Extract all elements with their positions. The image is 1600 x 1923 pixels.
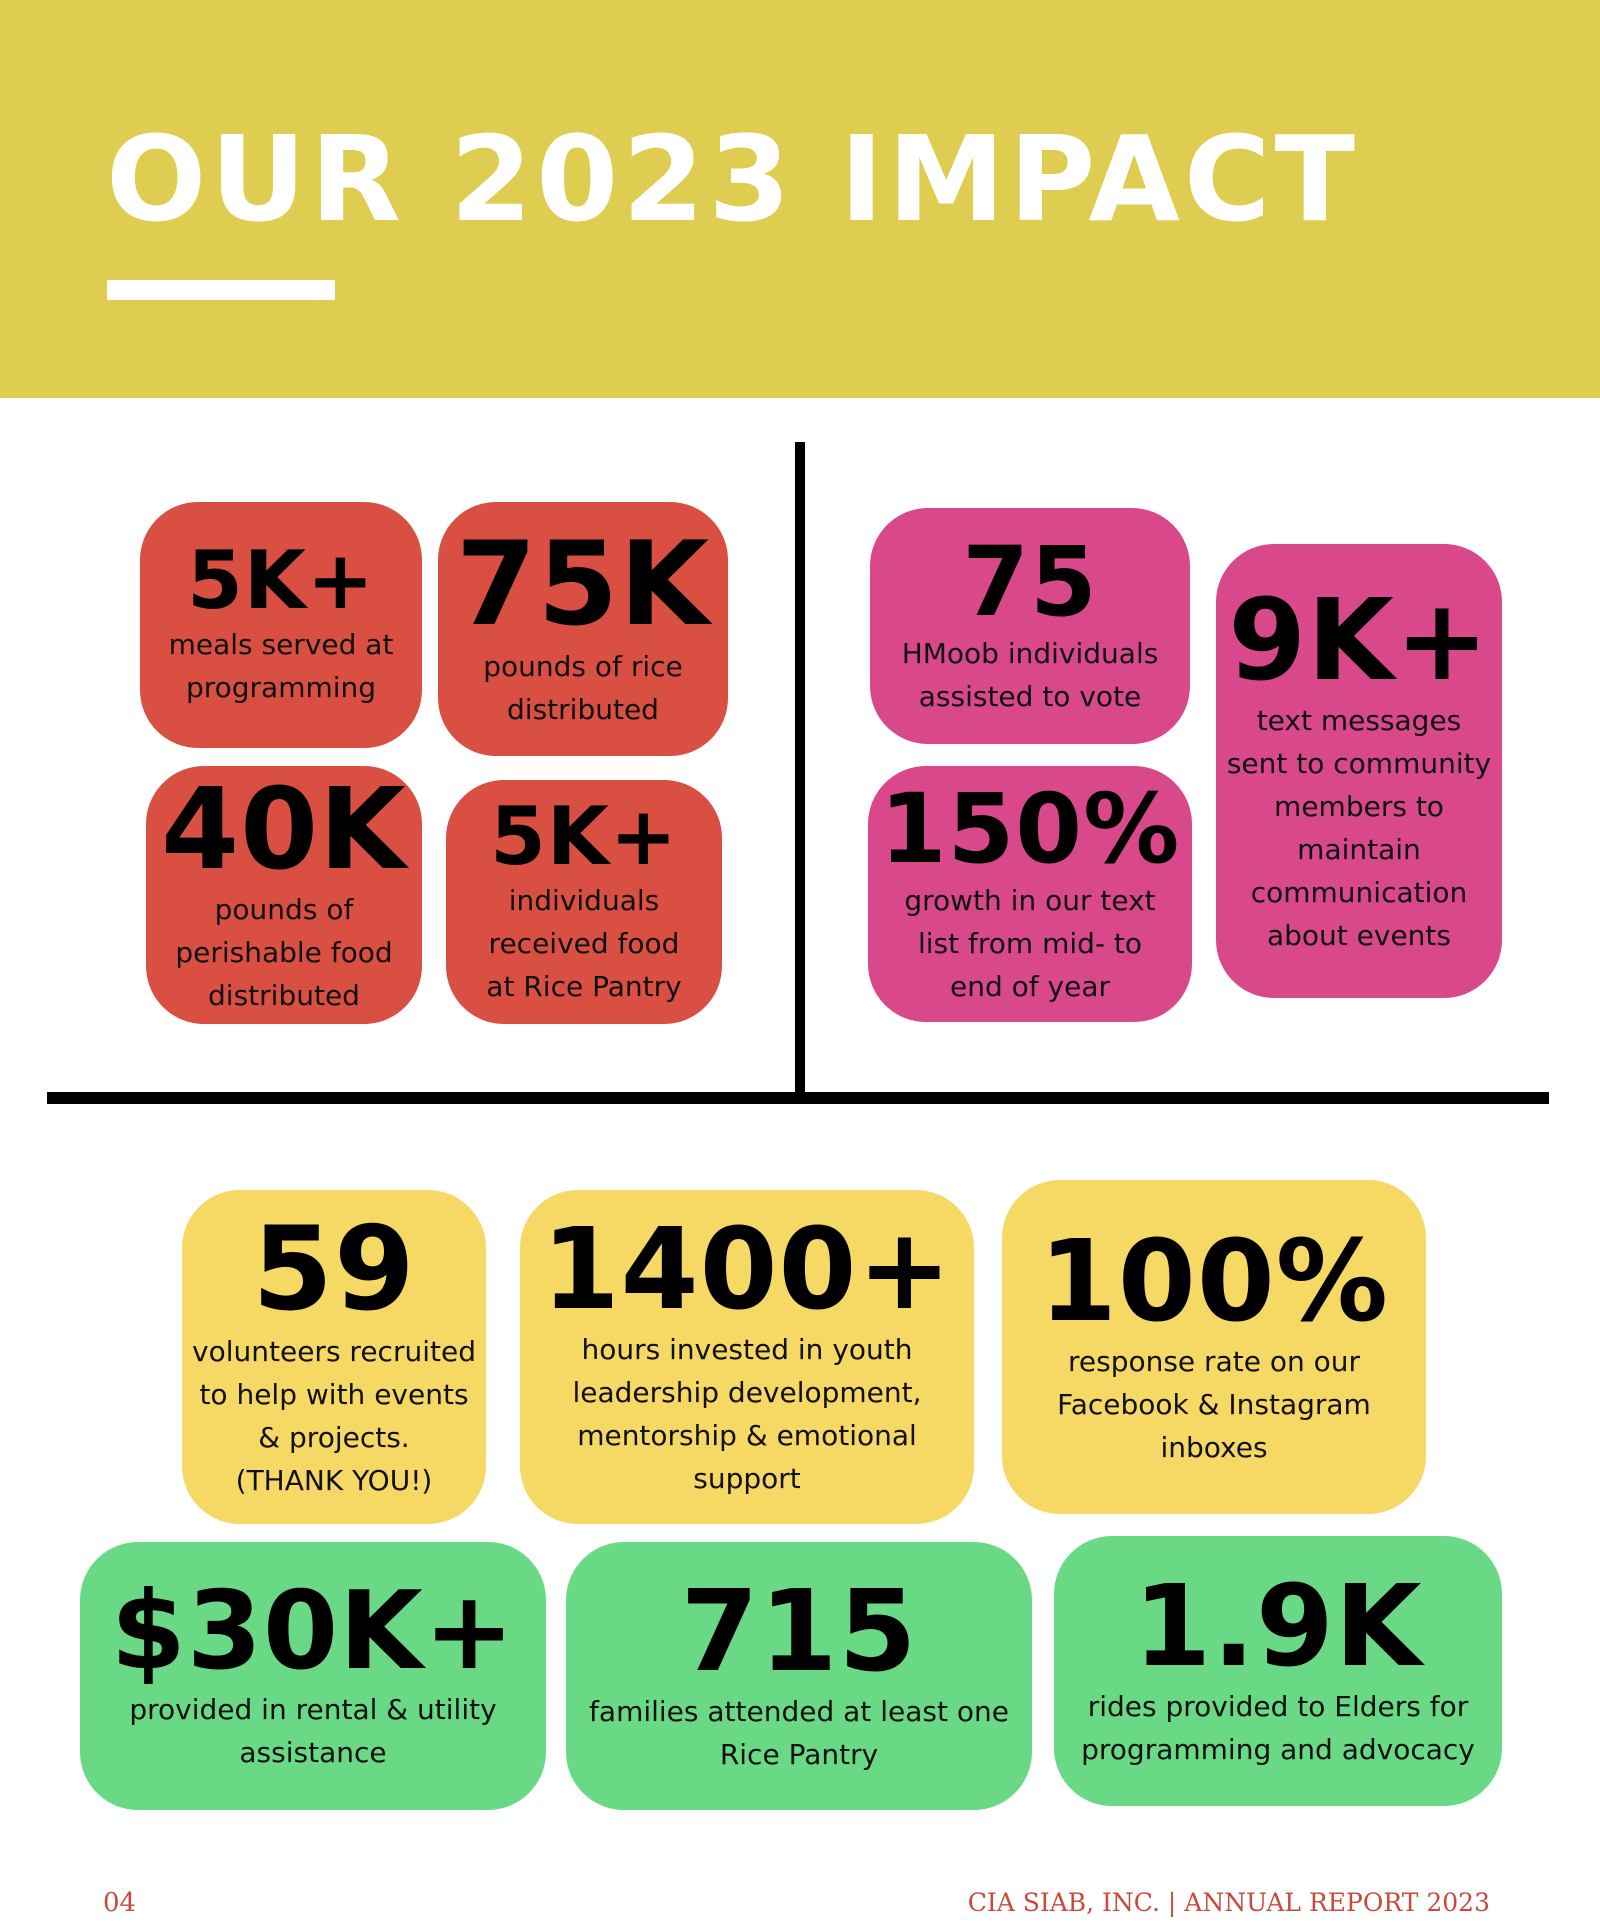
- stat-number: 9K+: [1228, 576, 1490, 706]
- desc-line: maintain: [1297, 833, 1421, 866]
- stat-description: text messages sent to community members …: [1227, 699, 1491, 957]
- stat-card-assistance: $30K+ provided in rental & utility assis…: [80, 1542, 546, 1810]
- desc-line: families attended at least one: [589, 1695, 1009, 1728]
- desc-line: perishable food: [175, 935, 393, 969]
- stat-description: rides provided to Elders for programming…: [1081, 1685, 1475, 1771]
- report-label: CIA SIAB, INC. | ANNUAL REPORT 2023: [967, 1888, 1490, 1917]
- desc-line: mentorship & emotional: [577, 1419, 917, 1452]
- desc-line: response rate on our: [1067, 1344, 1361, 1378]
- desc-line: end of year: [949, 969, 1110, 1003]
- stat-number: 5K+: [490, 789, 678, 883]
- stat-description: hours invested in youth leadership devel…: [572, 1328, 921, 1500]
- stat-number: 150%: [879, 772, 1181, 885]
- stat-number: 100%: [1038, 1216, 1389, 1347]
- stat-card-growth: 150% growth in our text list from mid- t…: [868, 766, 1192, 1022]
- desc-line: assistance: [239, 1736, 387, 1769]
- desc-line: pounds of: [214, 892, 354, 926]
- stat-card-hours: 1400+ hours invested in youth leadership…: [520, 1190, 974, 1524]
- stat-number: $30K+: [110, 1569, 516, 1694]
- stat-card-voters: 75 HMoob individuals assisted to vote: [870, 508, 1190, 744]
- vertical-divider: [795, 442, 805, 1092]
- stat-card-response: 100% response rate on our Facebook & Ins…: [1002, 1180, 1426, 1514]
- desc-line: text messages: [1256, 704, 1462, 737]
- stat-number: 75: [962, 526, 1098, 638]
- stat-number: 59: [252, 1202, 416, 1337]
- stat-description: HMoob individuals assisted to vote: [902, 632, 1159, 718]
- stat-description: pounds of perishable food distributed: [175, 888, 392, 1017]
- desc-line: members to: [1274, 790, 1444, 823]
- stat-card-texts: 9K+ text messages sent to community memb…: [1216, 544, 1502, 998]
- stat-number: 40K: [161, 766, 407, 895]
- stat-number: 75K: [455, 517, 711, 652]
- stat-description: growth in our text list from mid- to end…: [904, 879, 1155, 1008]
- page-title: OUR 2023 IMPACT: [106, 110, 1359, 248]
- stat-number: 715: [680, 1567, 918, 1697]
- desc-line: Facebook & Instagram: [1057, 1387, 1371, 1421]
- stat-card-families: 715 families attended at least one Rice …: [566, 1542, 1032, 1810]
- desc-line: pounds of rice: [483, 650, 683, 683]
- desc-line: provided in rental & utility: [129, 1693, 497, 1726]
- stat-card-rice: 75K pounds of rice distributed: [438, 502, 728, 756]
- desc-line: about events: [1266, 919, 1451, 952]
- horizontal-divider: [47, 1092, 1549, 1104]
- stat-number: 1400+: [541, 1205, 953, 1335]
- desc-line: individuals: [508, 883, 660, 917]
- desc-line: assisted to vote: [918, 680, 1142, 713]
- stat-description: provided in rental & utility assistance: [129, 1688, 496, 1774]
- desc-line: distributed: [208, 978, 360, 1012]
- desc-line: rides provided to Elders for: [1087, 1690, 1469, 1723]
- desc-line: hours invested in youth: [581, 1333, 913, 1366]
- stat-card-meals: 5K+ meals served at programming: [140, 502, 422, 748]
- stat-card-perishable: 40K pounds of perishable food distribute…: [146, 766, 422, 1024]
- desc-line: HMoob individuals: [901, 637, 1159, 670]
- desc-line: volunteers recruited: [192, 1335, 476, 1368]
- stat-card-rides: 1.9K rides provided to Elders for progra…: [1054, 1536, 1502, 1806]
- desc-line: at Rice Pantry: [486, 969, 682, 1003]
- desc-line: (THANK YOU!): [235, 1464, 433, 1497]
- desc-line: Rice Pantry: [719, 1738, 879, 1771]
- desc-line: growth in our text: [904, 883, 1156, 917]
- desc-line: to help with events: [199, 1378, 469, 1411]
- desc-line: list from mid- to: [917, 926, 1143, 960]
- page-number: 04: [103, 1888, 137, 1918]
- desc-line: received food: [488, 926, 680, 960]
- stat-card-pantry-individuals: 5K+ individuals received food at Rice Pa…: [446, 780, 722, 1024]
- desc-line: communication: [1250, 876, 1468, 909]
- stat-card-volunteers: 59 volunteers recruited to help with eve…: [182, 1190, 486, 1524]
- desc-line: distributed: [507, 693, 659, 726]
- header-banner: OUR 2023 IMPACT: [0, 0, 1600, 398]
- stat-description: volunteers recruited to help with events…: [192, 1330, 476, 1502]
- desc-line: programming and advocacy: [1081, 1733, 1475, 1766]
- desc-line: programming: [185, 671, 377, 704]
- title-underline: [107, 280, 335, 300]
- desc-line: inboxes: [1160, 1430, 1268, 1464]
- desc-line: leadership development,: [572, 1376, 922, 1409]
- stat-description: response rate on our Facebook & Instagra…: [1057, 1340, 1371, 1469]
- desc-line: & projects.: [258, 1421, 410, 1454]
- desc-line: sent to community: [1226, 747, 1492, 780]
- desc-line: meals served at: [168, 628, 394, 661]
- stat-description: pounds of rice distributed: [483, 645, 682, 731]
- stat-description: individuals received food at Rice Pantry: [486, 879, 681, 1008]
- desc-line: support: [693, 1462, 801, 1495]
- stat-description: families attended at least one Rice Pant…: [589, 1690, 1009, 1776]
- stat-number: 1.9K: [1133, 1562, 1423, 1692]
- stat-number: 5K+: [187, 534, 375, 627]
- stat-description: meals served at programming: [169, 623, 394, 709]
